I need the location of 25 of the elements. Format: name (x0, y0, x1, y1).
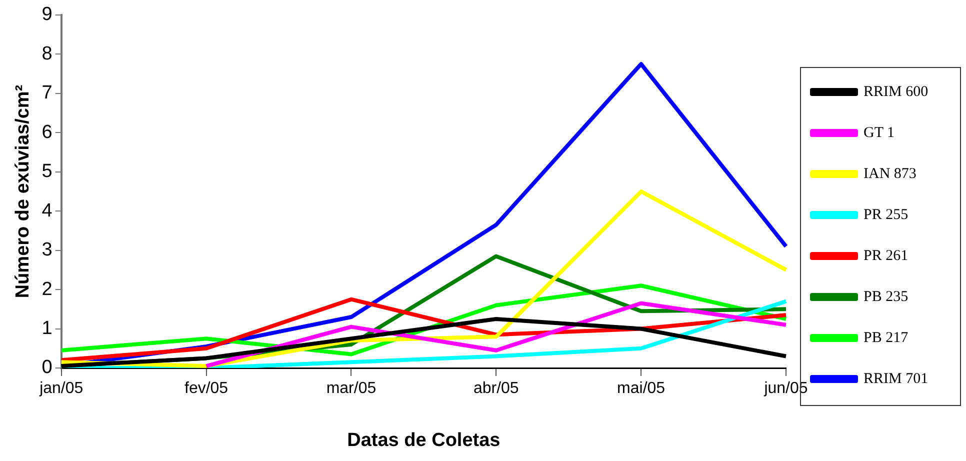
legend-label: PR 261 (864, 248, 908, 264)
y-tick-label: 6 (42, 122, 52, 143)
x-tick-label: mar/05 (326, 380, 376, 398)
y-tick-label: 7 (42, 82, 52, 104)
y-tick-label: 9 (42, 4, 52, 26)
legend-label: IAN 873 (864, 166, 916, 182)
legend-label: PR 255 (864, 206, 908, 223)
y-tick-label: 4 (42, 200, 53, 222)
x-tick-label: abr/05 (473, 380, 519, 398)
legend-label: PB 217 (864, 330, 909, 346)
x-tick-label: fev/05 (184, 380, 228, 398)
legend-label: RRIM 701 (864, 370, 928, 387)
x-tick-label: jan/05 (38, 380, 84, 398)
legend-label: GT 1 (864, 124, 894, 141)
legend-label: RRIM 600 (864, 84, 928, 100)
x-axis-title: Datas de Coletas (347, 430, 500, 451)
y-tick-label: 0 (42, 357, 52, 378)
y-tick-label: 2 (42, 278, 52, 300)
y-tick-label: 3 (42, 240, 52, 261)
x-tick-label: mai/05 (617, 380, 666, 398)
y-tick-label: 8 (42, 43, 52, 64)
y-tick-label: 5 (42, 161, 52, 182)
y-tick-label: 1 (42, 318, 52, 340)
legend-label: PB 235 (864, 288, 908, 305)
y-axis-title: Número de exúvias/cm² (12, 84, 34, 298)
